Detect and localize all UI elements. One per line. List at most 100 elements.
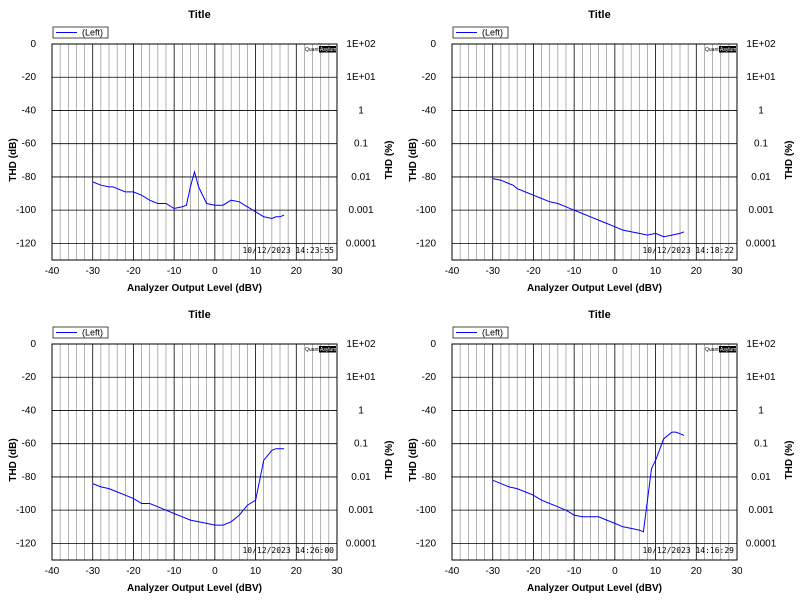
chart-panel-bottom-left: Title -40 -30 -20 -10 0 10 20 30 0 -20 -40 -60 -80 -10… — [0, 300, 400, 600]
y2-tick-label: 0.0001 — [346, 238, 377, 249]
quantasylum-logo: Quant Asylum — [705, 346, 736, 353]
legend-label: (Left) — [82, 28, 103, 38]
legend-label: (Left) — [482, 328, 503, 338]
x-tick-label: 30 — [331, 566, 343, 577]
grid — [51, 343, 338, 560]
chart-title: Title — [588, 309, 610, 321]
y-axis-label: THD (dB) — [408, 438, 419, 481]
chart-svg: Title-40 -30 -20 -10 0 10 20 300-20-40-60-80-10… — [8, 9, 395, 294]
quantasylum-logo: Quant Asylum — [705, 46, 736, 53]
logo-block — [719, 346, 736, 353]
y-tick-label: -120 — [16, 238, 36, 249]
grid — [451, 43, 738, 260]
y2-tick-label: 0.01 — [351, 472, 371, 483]
x-tick-label: -10 — [167, 266, 182, 277]
x-tick-label: 20 — [691, 266, 703, 277]
x-tick-label: -30 — [85, 566, 100, 577]
y2-axis-label: THD (%) — [384, 441, 395, 480]
y2-tick-label: 1E+02 — [346, 339, 376, 350]
y-axis-label: THD (dB) — [8, 438, 19, 481]
plot-frame — [51, 43, 338, 261]
logo-text-quant: Quant — [305, 347, 319, 353]
x-axis-label: Analyzer Output Level (dBV) — [527, 583, 662, 594]
y-tick-label: -20 — [22, 372, 37, 383]
grid — [451, 343, 738, 560]
timestamp: 10/12/2023 14:16:29 — [642, 546, 734, 555]
x-axis-label: Analyzer Output Level (dBV) — [527, 283, 662, 294]
y-tick-label: -120 — [416, 238, 436, 249]
quantasylum-logo: Quant Asylum — [305, 346, 336, 353]
x-tick-label: -20 — [526, 266, 541, 277]
y-tick-label: -60 — [422, 139, 437, 150]
x-tick-label: 30 — [731, 566, 743, 577]
y-tick-label: -100 — [416, 205, 436, 216]
x-tick-label: -40 — [445, 266, 460, 277]
y2-tick-label: 1 — [358, 105, 364, 116]
chart-panel-bottom-right: Title -40 -30 -20 -10 0 10 20 30 0 -20 -40 -60 -80 -10… — [400, 300, 800, 600]
y-axis-label: THD (dB) — [8, 138, 19, 181]
y2-tick-label: 1 — [758, 405, 764, 416]
logo-block — [319, 46, 336, 53]
y2-tick-label: 0.01 — [751, 472, 771, 483]
chart-title: Title — [188, 309, 210, 321]
x-tick-label: -20 — [526, 566, 541, 577]
y2-tick-label: 1 — [758, 105, 764, 116]
y-tick-label: 0 — [430, 39, 436, 50]
grid — [51, 43, 338, 260]
legend-label: (Left) — [82, 328, 103, 338]
y-axis-label: THD (dB) — [408, 138, 419, 181]
chart-panel-top-left: Title -40 -30 -20 -10 0 10 20 30 0 -20 -40 -60 -80 -10… — [0, 0, 400, 300]
legend: (Left) — [452, 326, 509, 339]
chart-svg: Title-40 -30 -20 -10 0 10 20 300-20-40-60-80-10… — [8, 309, 395, 594]
y2-tick-label: 1E+02 — [746, 339, 776, 350]
x-tick-label: -20 — [126, 266, 141, 277]
y2-tick-label: 0.1 — [754, 439, 768, 450]
y2-tick-label: 1E+02 — [346, 39, 376, 50]
y-tick-label: 0 — [30, 339, 36, 350]
chart-panel-top-right: Title -40 -30 -20 -10 0 10 20 30 0 -20 -40 -60 -80 -10… — [400, 0, 800, 300]
y2-tick-label: 0.01 — [351, 172, 371, 183]
timestamp: 10/12/2023 14:26:00 — [242, 546, 334, 555]
x-tick-label: -20 — [126, 566, 141, 577]
timestamp: 10/12/2023 14:18:22 — [642, 246, 734, 255]
logo-text-quant: Quant — [305, 47, 319, 53]
y-tick-label: -100 — [16, 505, 36, 516]
y-tick-label: -120 — [16, 538, 36, 549]
y2-tick-label: 0.1 — [354, 439, 368, 450]
y-tick-label: -60 — [422, 439, 437, 450]
y2-axis-label: THD (%) — [384, 141, 395, 180]
legend-label: (Left) — [482, 28, 503, 38]
y-tick-label: -60 — [22, 439, 37, 450]
y-tick-label: -20 — [22, 72, 37, 83]
x-tick-label: -30 — [85, 266, 100, 277]
x-tick-label: -10 — [167, 566, 182, 577]
logo-text-quant: Quant — [705, 347, 719, 353]
x-tick-label: 10 — [250, 566, 262, 577]
logo-block — [319, 346, 336, 353]
y-tick-label: -80 — [22, 172, 37, 183]
x-tick-label: 0 — [612, 266, 618, 277]
y2-tick-label: 1E+01 — [746, 372, 776, 383]
y-tick-label: -40 — [22, 405, 37, 416]
y2-tick-label: 0.1 — [754, 139, 768, 150]
legend: (Left) — [452, 26, 509, 39]
chart-svg: Title-40 -30 -20 -10 0 10 20 300-20-40-60-80-10… — [408, 309, 795, 594]
y-tick-label: -100 — [416, 505, 436, 516]
x-axis-label: Analyzer Output Level (dBV) — [127, 283, 262, 294]
y2-tick-label: 1E+01 — [346, 372, 376, 383]
y2-tick-label: 0.01 — [751, 172, 771, 183]
y-tick-label: -40 — [422, 105, 437, 116]
x-tick-label: 20 — [691, 566, 703, 577]
chart-title: Title — [588, 9, 610, 21]
plot-frame — [451, 43, 738, 261]
y-tick-label: -40 — [422, 405, 437, 416]
logo-block — [719, 46, 736, 53]
y2-axis-label: THD (%) — [784, 441, 795, 480]
series-line — [92, 448, 285, 526]
legend-box — [52, 326, 109, 339]
chart-title: Title — [188, 9, 210, 21]
y2-tick-label: 0.001 — [348, 505, 373, 516]
y-tick-label: -20 — [422, 72, 437, 83]
quantasylum-logo: Quant Asylum — [305, 46, 336, 53]
legend: (Left) — [52, 26, 109, 39]
